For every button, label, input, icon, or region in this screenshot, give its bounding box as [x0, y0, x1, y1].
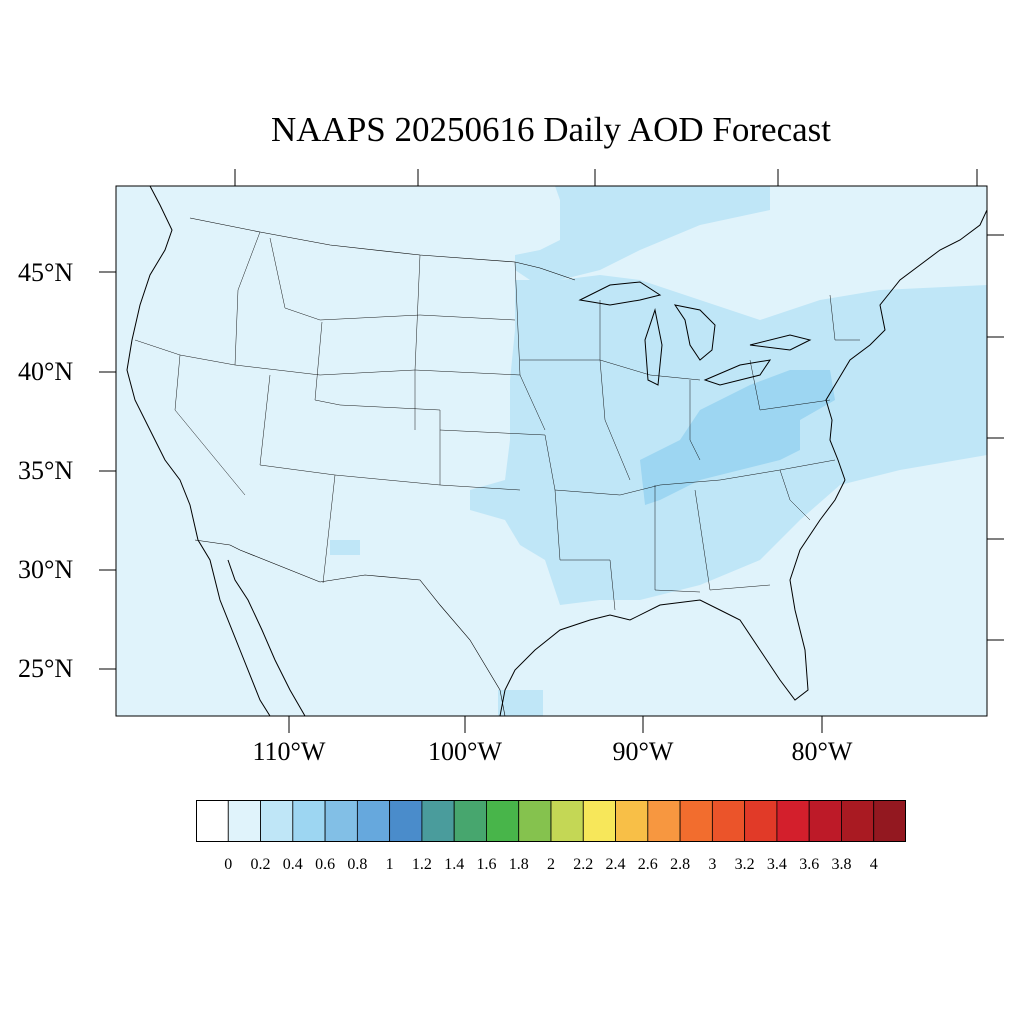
state-borders: [134, 231, 860, 611]
lat-label-45n: 45°N: [18, 258, 74, 287]
colorbar-swatch: [486, 800, 520, 842]
colorbar-tick-label: 3.2: [734, 856, 755, 873]
colorbar-swatch: [260, 800, 294, 842]
colorbar-swatch: [711, 800, 746, 842]
colorbar-tick-label: 3.8: [831, 856, 852, 873]
colorbar-swatch: [744, 800, 778, 842]
lat-label-40n: 40°N: [18, 357, 74, 386]
colorbar-swatch: [453, 800, 487, 842]
colorbar-tick-label: 0.6: [315, 856, 336, 873]
colorbar-swatch: [196, 800, 229, 842]
colorbar-tick-label: 3.4: [766, 856, 787, 873]
colorbar-tick-label: 1.4: [444, 856, 465, 873]
colorbar-swatch: [227, 800, 261, 842]
colorbar-tick-label: 1.6: [476, 856, 497, 873]
colorbar-swatch: [582, 800, 616, 842]
colorbar-outline: [196, 800, 906, 842]
lon-label-100w: 100°W: [428, 737, 502, 766]
lon-label-90w: 90°W: [612, 737, 674, 766]
aod-region-north: [515, 186, 770, 300]
colorbar-swatch: [421, 800, 455, 842]
colorbar-swatch: [679, 800, 713, 842]
colorbar-tick-label: 2.8: [670, 856, 691, 873]
lat-label-25n: 25°N: [18, 654, 74, 683]
colorbar-tick-label: 2: [547, 856, 555, 873]
colorbar-tick-label: 3: [708, 856, 717, 873]
colorbar-tick-label: 1.2: [411, 856, 432, 873]
colorbar-swatch: [550, 800, 584, 842]
colorbar-swatch: [356, 800, 391, 842]
colorbar-tick-label: 1.8: [508, 856, 529, 873]
colorbar-tick-label: 2.6: [637, 856, 658, 873]
colorbar-swatch: [518, 800, 552, 842]
colorbar-tick-label: 0.8: [347, 856, 368, 873]
lat-label-35n: 35°N: [18, 456, 74, 485]
lon-label-80w: 80°W: [791, 737, 853, 766]
aod-patch-texas: [498, 690, 543, 716]
colorbar-tick-label: 3.6: [799, 856, 820, 873]
colorbar-tick-label: 2.4: [605, 856, 626, 873]
map-ticks: [99, 169, 1004, 733]
colorbar-swatch: [292, 800, 326, 842]
colorbar-swatch: [873, 800, 906, 842]
colorbar: [196, 800, 906, 842]
map-title: NAAPS 20250616 Daily AOD Forecast: [271, 110, 831, 149]
colorbar-swatch: [647, 800, 681, 842]
colorbar-swatch: [776, 800, 810, 842]
colorbar-swatch: [841, 800, 875, 842]
colorbar-tick-label: 2.2: [573, 856, 594, 873]
coastline: [126, 186, 987, 716]
map-frame: [115, 185, 988, 717]
colorbar-tick-label: 1: [385, 856, 394, 873]
colorbar-swatch: [389, 800, 423, 842]
colorbar-tick-label: 4: [869, 856, 878, 873]
aod-region-ohio-valley: [640, 370, 835, 505]
aod-overlays: [330, 186, 987, 716]
colorbar-swatch: [324, 800, 358, 842]
lat-label-30n: 30°N: [18, 555, 74, 584]
lon-label-110w: 110°W: [252, 737, 326, 766]
aod-patch-new-mexico: [330, 540, 360, 555]
colorbar-swatch: [615, 800, 649, 842]
colorbar-swatch: [808, 800, 842, 842]
colorbar-tick-label: 0: [224, 856, 233, 873]
colorbar-tick-label: 0.2: [250, 856, 271, 873]
colorbar-tick-label: 0.4: [282, 856, 303, 873]
